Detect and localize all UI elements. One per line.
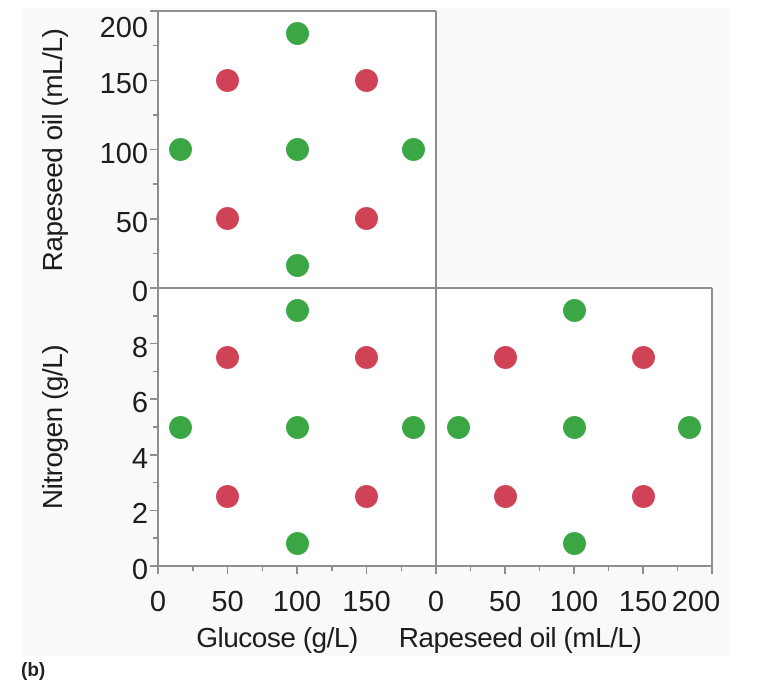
- panel-border-line: [158, 287, 712, 289]
- y-axis-major-tick: [150, 148, 158, 151]
- red-design-point-dot: [631, 346, 655, 369]
- y-axis-tick-label: 200: [99, 12, 148, 44]
- x-axis-title-glucose: Glucose (g/L): [196, 622, 358, 653]
- y-axis-minor-tick: [153, 315, 158, 317]
- green-design-point-dot: [285, 254, 309, 278]
- x-axis-tick-label: 100: [549, 586, 599, 618]
- green-design-point-dot: [678, 415, 702, 439]
- red-design-point-dot: [355, 68, 378, 92]
- y-axis-tick-label: 100: [99, 137, 148, 170]
- red-design-point-dot: [493, 346, 517, 369]
- red-design-point-dot: [216, 207, 239, 231]
- green-design-point-dot: [562, 298, 586, 322]
- green-design-point-dot: [562, 532, 586, 556]
- red-design-point-dot: [216, 485, 239, 508]
- green-design-point-dot: [285, 21, 309, 45]
- x-axis-major-tick: [573, 566, 575, 574]
- y-axis-tick-label: 8: [131, 331, 148, 364]
- y-axis-tick-label: 2: [131, 498, 148, 531]
- panel-border-line: [711, 288, 713, 568]
- y-axis-major-tick: [150, 454, 158, 456]
- y-axis-major-tick: [150, 218, 158, 220]
- x-axis-minor-tick: [331, 566, 333, 571]
- y-axis-tick-label: 0: [131, 554, 148, 586]
- x-axis-major-tick: [435, 566, 437, 574]
- x-axis-major-tick: [365, 566, 368, 574]
- green-design-point-dot: [562, 415, 586, 439]
- y-axis-major-tick: [150, 79, 158, 81]
- panel-border-line: [158, 10, 436, 12]
- x-axis-title-rapeseed-oil: Rapeseed oil (mL/L): [398, 622, 642, 653]
- y-axis-tick-label: 4: [131, 442, 148, 475]
- y-axis-major-tick: [150, 10, 158, 12]
- green-design-point-dot: [402, 138, 426, 161]
- green-design-point-dot: [285, 298, 309, 322]
- y-axis-title-rapeseed-oil: Rapeseed oil (mL/L): [37, 28, 68, 272]
- y-axis-minor-tick: [153, 481, 158, 484]
- x-axis-major-tick: [157, 566, 159, 574]
- x-axis-minor-tick: [676, 566, 679, 571]
- x-axis-minor-tick: [261, 566, 263, 571]
- y-axis-title-nitrogen: Nitrogen (g/L): [37, 344, 68, 510]
- x-axis-minor-tick: [469, 566, 472, 571]
- figure-caption-fragment: (b): [21, 660, 46, 681]
- x-axis-tick-label: 150: [342, 586, 391, 618]
- x-axis-minor-tick: [607, 566, 610, 571]
- x-axis-major-tick: [711, 566, 713, 574]
- red-design-point-dot: [493, 485, 517, 508]
- y-axis-tick-label: 50: [115, 206, 148, 239]
- y-axis-minor-tick: [153, 426, 158, 428]
- green-design-point-dot: [285, 415, 309, 439]
- y-axis-major-tick: [150, 509, 158, 512]
- red-design-point-dot: [216, 68, 239, 92]
- x-axis-major-tick: [296, 566, 298, 574]
- y-axis-minor-tick: [153, 370, 158, 373]
- red-design-point-dot: [355, 485, 378, 508]
- panel-border-line: [158, 565, 712, 567]
- x-axis-tick-label: 50: [211, 586, 244, 618]
- y-axis-tick-label: 0: [131, 276, 148, 308]
- x-axis-tick-label: 100: [272, 586, 322, 618]
- y-axis-major-tick: [150, 398, 158, 400]
- x-axis-tick-label: 200: [671, 586, 721, 618]
- x-axis-minor-tick: [538, 566, 541, 571]
- x-axis-major-tick: [226, 566, 229, 574]
- x-axis-tick-label: 0: [427, 586, 445, 618]
- green-design-point-dot: [168, 138, 192, 161]
- red-design-point-dot: [355, 207, 378, 231]
- y-axis-tick-label: 6: [131, 387, 148, 420]
- y-axis-major-tick: [150, 287, 158, 289]
- y-axis-minor-tick: [153, 252, 158, 255]
- panel-border-line: [157, 11, 159, 568]
- red-design-point-dot: [631, 485, 655, 508]
- scatterplot-matrix-figure: 0 50 100 150 200 0 2 4 6 8 0 50 100 150 0 50 100 150 200 R…: [21, 10, 721, 680]
- y-axis-tick-label: 150: [99, 68, 148, 101]
- y-axis-major-tick: [150, 342, 158, 345]
- x-axis-tick-label: 0: [149, 586, 167, 618]
- x-axis-minor-tick: [400, 566, 402, 571]
- x-axis-tick-label: 150: [618, 586, 668, 618]
- green-design-point-dot: [446, 415, 470, 439]
- x-axis-tick-label: 50: [488, 586, 522, 618]
- x-axis-minor-tick: [192, 566, 194, 571]
- green-design-point-dot: [402, 415, 426, 439]
- y-axis-minor-tick: [153, 44, 158, 47]
- y-axis-minor-tick: [153, 537, 158, 539]
- green-design-point-dot: [285, 532, 309, 556]
- x-axis-major-tick: [642, 566, 644, 574]
- red-design-point-dot: [216, 346, 239, 369]
- y-axis-minor-tick: [153, 114, 158, 116]
- green-design-point-dot: [285, 138, 309, 161]
- panel-border-line: [435, 11, 437, 568]
- y-axis-major-tick: [150, 565, 158, 567]
- x-axis-major-tick: [504, 566, 506, 574]
- green-design-point-dot: [168, 415, 192, 439]
- red-design-point-dot: [355, 346, 378, 369]
- y-axis-minor-tick: [153, 183, 158, 185]
